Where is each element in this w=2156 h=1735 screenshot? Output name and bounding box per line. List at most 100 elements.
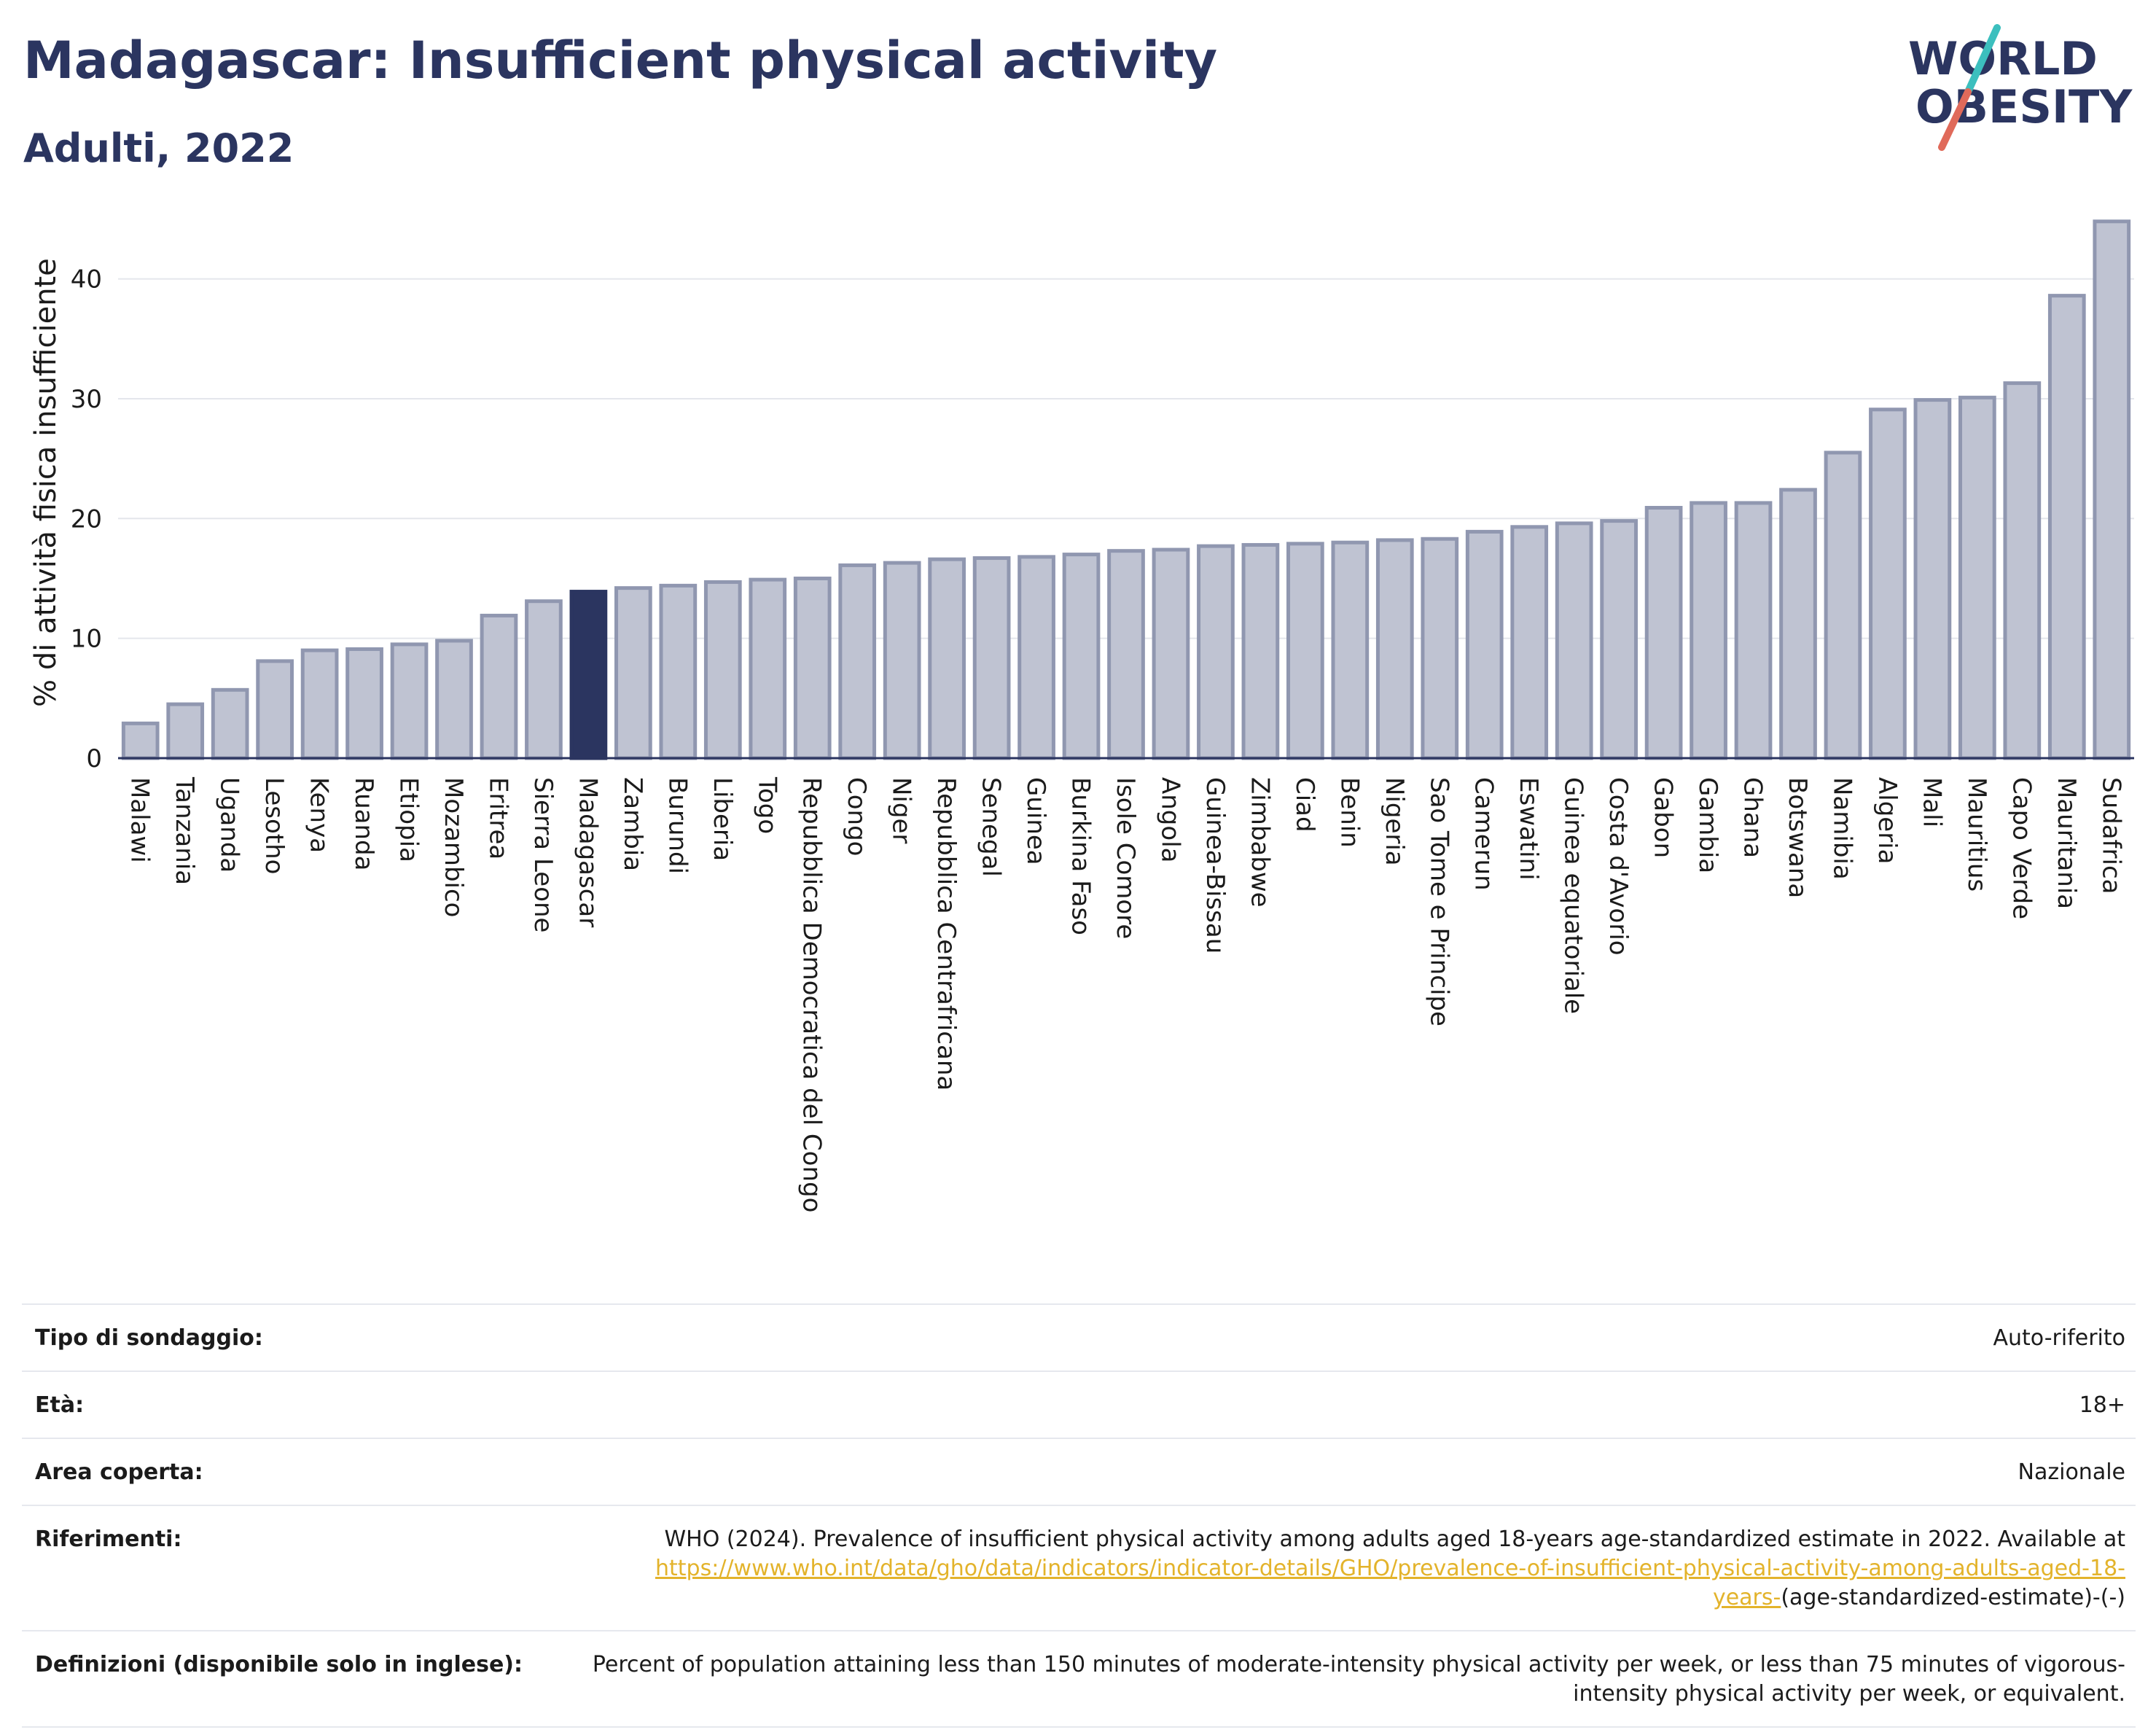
x-tick-label: Niger [887,777,916,843]
bar [883,561,921,760]
y-tick-label: 40 [71,265,102,295]
x-tick-label: Namibia [1827,777,1856,880]
bar [2047,294,2086,760]
x-tick-label: Malawi [125,777,155,863]
x-tick-label: Mauritania [2052,777,2081,909]
bar [345,647,383,760]
definitions-label: Definizioni (disponibile solo in inglese… [35,1652,523,1677]
x-tick-label: Angola [1155,777,1184,862]
bar [614,586,652,760]
x-tick-label: Burkina Faso [1066,777,1095,935]
x-tick-label: Zambia [618,777,647,871]
x-tick-label: Tanzania [170,776,199,885]
x-tick-label: Mauritius [1962,777,1991,892]
bar [2003,381,2042,760]
area-label: Area coperta: [35,1459,203,1485]
bar [300,648,339,760]
bar [525,599,563,760]
bar [659,583,698,760]
bar [1152,547,1190,760]
x-tick-label: Capo Verde [2007,777,2036,919]
bar [1510,525,1549,760]
x-tick-label: Etiopia [394,777,423,862]
x-tick-label: Kenya [305,777,334,853]
bar [256,659,294,760]
x-tick-label: Nigeria [1380,777,1409,866]
bar [390,642,429,760]
references-value: WHO (2024). Prevalence of insufficient p… [589,1525,2125,1613]
x-tick-label: Eritrea [483,777,512,859]
info-row-survey: Tipo di sondaggio: Auto-riferito [22,1303,2136,1371]
x-tick-label: Madagascar [573,777,602,927]
x-tick-label: Gambia [1693,777,1722,873]
x-tick-label: Burundi [663,777,692,874]
bar [1197,544,1235,760]
bar [1018,555,1055,760]
bar [1555,521,1593,760]
x-tick-label: Sierra Leone [528,777,558,932]
bar [166,702,205,760]
logo-slash-teal [1964,24,2001,95]
survey-label: Tipo di sondaggio: [35,1325,263,1351]
bar [1824,451,1862,760]
x-tick-label: Congo [842,777,871,856]
x-tick-label: Ciad [1290,777,1319,833]
bar [703,580,742,760]
bar-chart: 0 10 20 30 40 % di attività fisica insufficie… [29,219,2134,1212]
bar [1286,542,1324,760]
bar [1734,501,1773,760]
page-subtitle: Adulti, 2022 [23,125,294,171]
bar [435,639,473,760]
bar [1062,553,1101,760]
bar [211,687,249,760]
bar [1779,488,1817,760]
logo-world-text: WORLD [1908,32,2098,85]
logo-slash-coral [1938,88,1972,151]
bar [749,577,787,760]
x-tick-label: Zimbabwe [1245,777,1274,908]
bar [972,556,1011,760]
bar-highlight [569,590,608,760]
bar [1375,538,1414,760]
x-tick-label: Benin [1335,777,1364,848]
x-tick-label: Mali [1917,777,1946,827]
bar [838,563,877,760]
y-tick-label: 20 [71,504,102,534]
x-tick-label: Botswana [1783,777,1812,898]
y-tick-label: 30 [71,385,102,414]
info-table: Tipo di sondaggio: Auto-riferito Età: 18… [22,1303,2136,1728]
x-tick-label: Costa d'Avorio [1604,777,1633,956]
y-tick-label: 0 [86,744,102,773]
age-value: 18+ [2079,1392,2125,1418]
definitions-value: Percent of population attaining less tha… [592,1652,2125,1707]
x-tick-label: Mozambico [439,777,468,917]
x-tick-label: Repubblica Centrafricana [931,777,961,1091]
bar [1644,506,1683,760]
age-label: Età: [35,1392,85,1418]
x-tick-label: Sudafrica [2096,777,2125,894]
x-tick-label: Guinea-Bissau [1200,777,1230,954]
x-tick-label: Gabon [1649,777,1678,858]
info-row-age: Età: 18+ [22,1371,2136,1438]
x-tick-label: Ghana [1738,777,1768,858]
bar [1869,408,1907,760]
bar [1958,395,1996,760]
x-tick-label: Guinea [1021,777,1050,865]
references-label: Riferimenti: [35,1527,182,1552]
x-tick-label: Sao Tome e Principe [1424,777,1453,1026]
x-tick-label: Togo [752,776,781,834]
bar [1241,542,1280,760]
references-text: WHO (2024). Prevalence of insufficient p… [664,1527,2125,1552]
bar [121,721,160,760]
x-tick-label: Uganda [215,777,244,873]
references-tail: (age-standardized-estimate)-(-) [1781,1585,2125,1610]
bar [793,576,832,760]
x-tick-label: Senegal [977,777,1006,877]
x-tick-label: Isole Comore [1111,777,1140,939]
bar [1107,549,1145,760]
references-link[interactable]: https://www.who.int/data/gho/data/indica… [655,1556,2125,1610]
y-axis-label: % di attività fisica insufficiente [29,258,63,707]
x-tick-label: Liberia [708,777,737,861]
bar [928,557,966,760]
bar [1421,537,1459,760]
